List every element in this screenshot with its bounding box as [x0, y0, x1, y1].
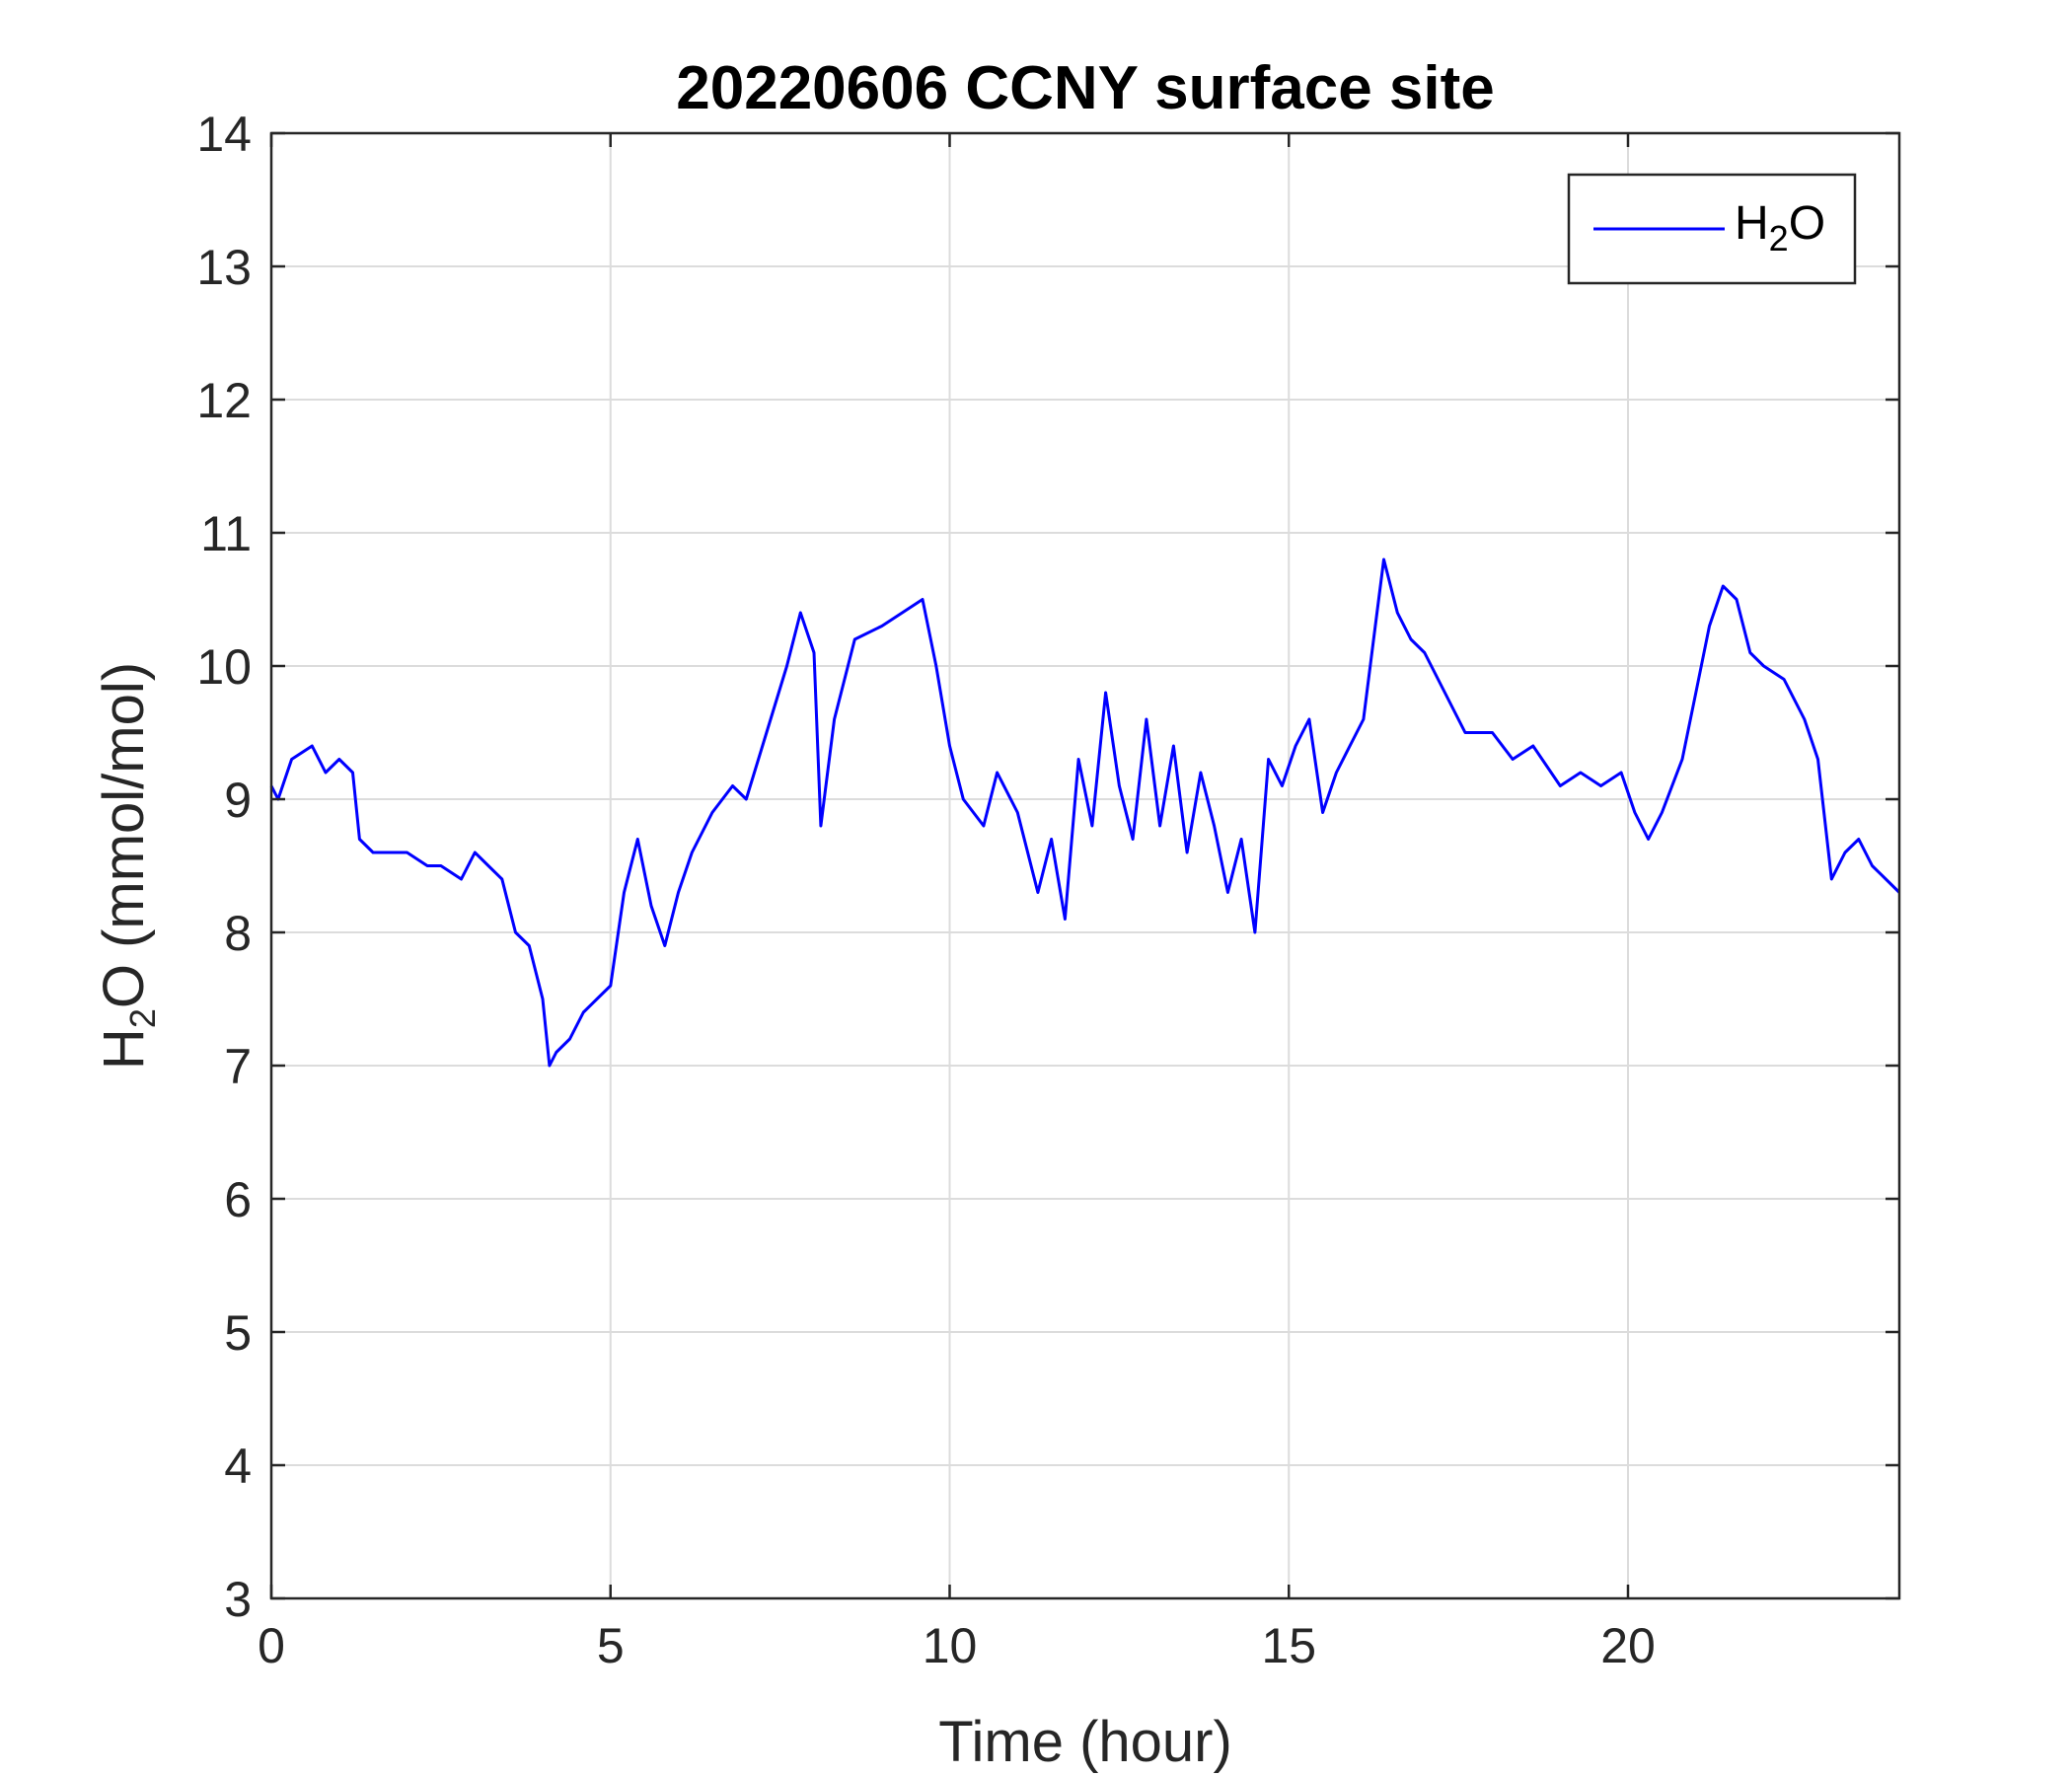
legend-label-h2o: H2O — [1735, 197, 1825, 259]
x-tick-label: 20 — [1600, 1618, 1656, 1673]
y-tick-label: 6 — [224, 1172, 252, 1227]
y-axis-label-post: O (mmol/mol) — [92, 662, 156, 1008]
axis-ticks: 0 5 10 15 20 3 4 5 6 7 8 9 10 11 12 13 14 — [196, 107, 1899, 1673]
legend-label-sub: 2 — [1769, 218, 1789, 259]
x-tick-label: 10 — [923, 1618, 978, 1673]
grid-lines — [271, 133, 1899, 1598]
y-tick-label: 12 — [196, 373, 252, 428]
y-tick-label: 13 — [196, 240, 252, 295]
y-tick-label: 11 — [200, 506, 252, 561]
y-tick-label: 3 — [224, 1572, 252, 1627]
x-tick-label: 5 — [597, 1618, 625, 1673]
legend-label-post: O — [1789, 197, 1825, 250]
x-axis-label: Time (hour) — [938, 1710, 1232, 1774]
x-tick-label: 0 — [258, 1618, 285, 1673]
y-tick-label: 7 — [224, 1039, 252, 1094]
y-tick-label: 9 — [224, 773, 252, 828]
y-tick-label: 4 — [224, 1439, 252, 1494]
y-axis-label-pre: H — [92, 1028, 156, 1070]
y-tick-label: 10 — [196, 639, 252, 695]
y-tick-label: 5 — [224, 1305, 252, 1361]
legend: H2O — [1567, 173, 1857, 285]
series-line-h2o — [269, 557, 1901, 1068]
y-tick-label: 14 — [196, 107, 252, 162]
legend-label-pre: H — [1735, 197, 1769, 250]
y-tick-label: 8 — [224, 906, 252, 961]
series-layer — [269, 557, 1901, 1068]
y-axis-label: H2O (mmol/mol) — [92, 662, 163, 1070]
plot-frame — [269, 131, 1901, 1600]
y-axis-label-sub: 2 — [122, 1008, 163, 1028]
x-tick-label: 15 — [1261, 1618, 1316, 1673]
chart-title: 20220606 CCNY surface site — [676, 54, 1495, 122]
